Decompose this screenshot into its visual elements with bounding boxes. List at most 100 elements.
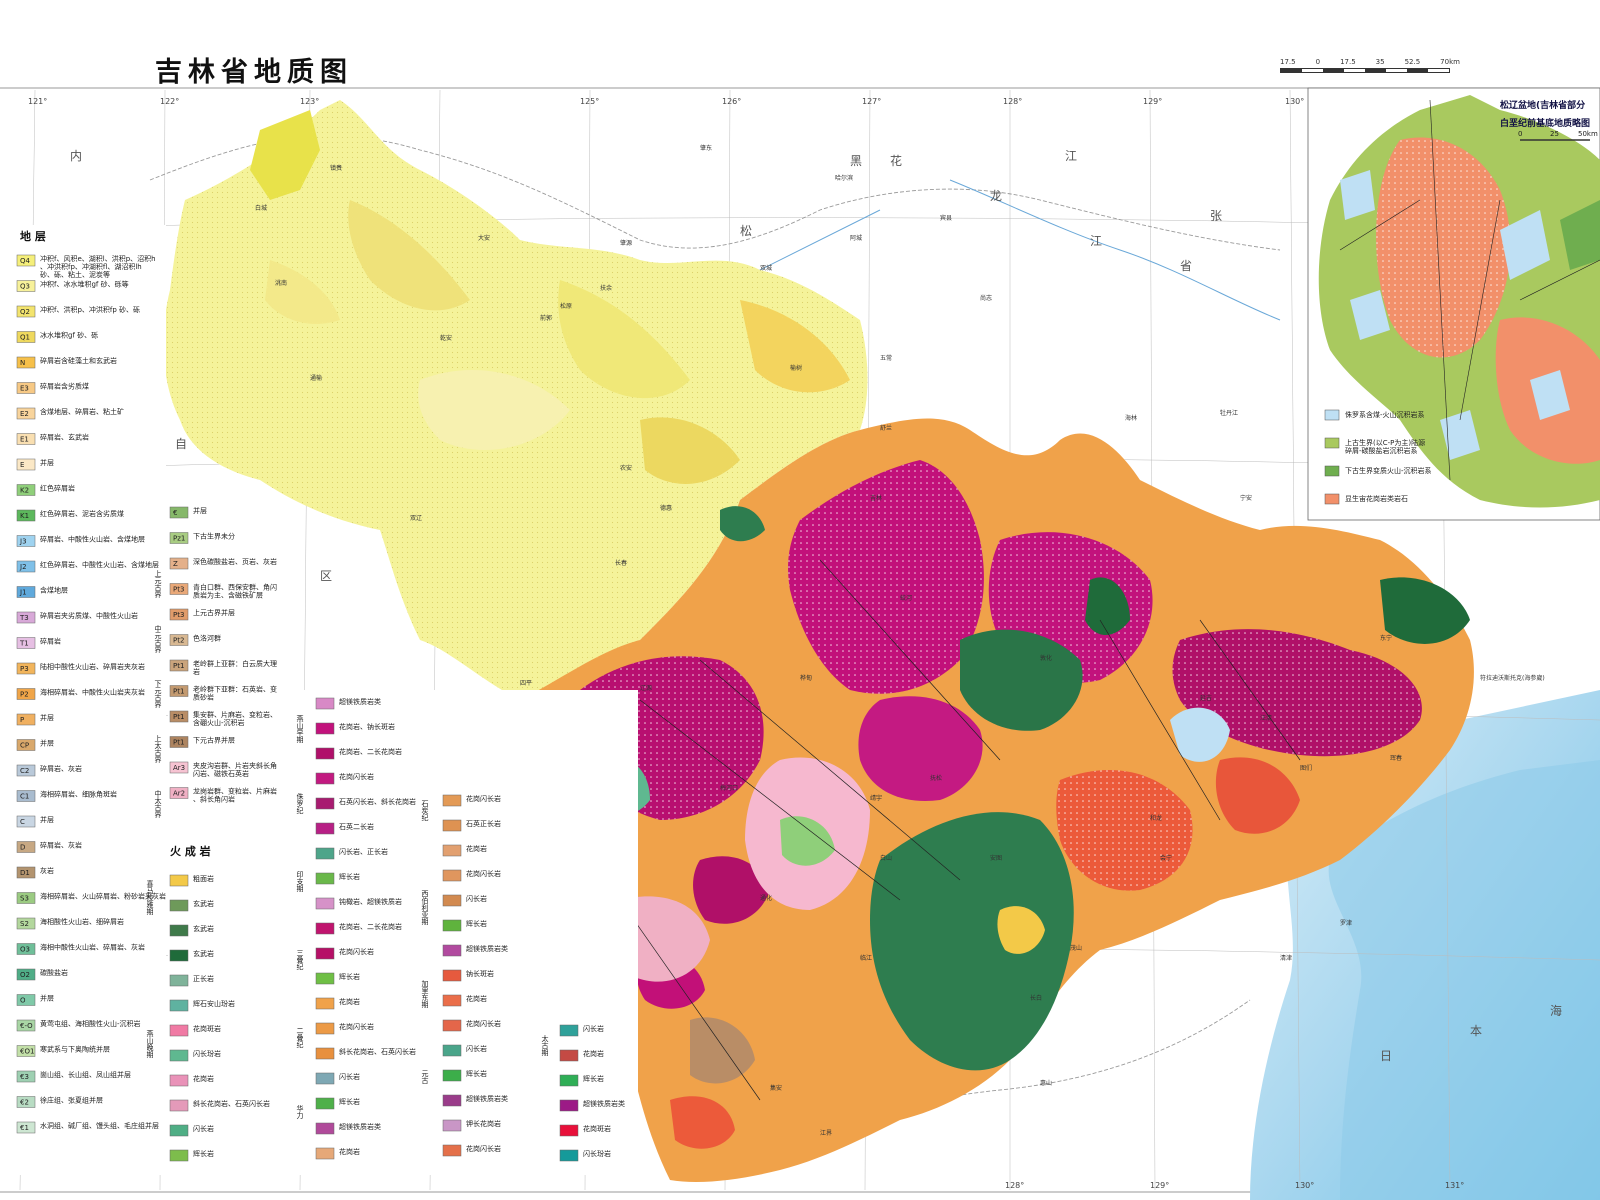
- basalt-fields: [720, 506, 1470, 1071]
- region-label: 省: [1180, 259, 1192, 273]
- legend-label: 上元古界并层: [193, 608, 235, 617]
- scale-tick: 17.5: [1340, 58, 1356, 66]
- inset-legend-swatch: [1324, 437, 1340, 449]
- legend-swatch: [442, 969, 462, 982]
- legend-label: 辉长岩: [466, 919, 487, 928]
- coordinate-labels: 121° 122° 123° 125° 126° 127° 128° 129° …: [28, 97, 1464, 1190]
- legend-label: 冰水堆积gf 砂、砾: [40, 331, 98, 340]
- inset-legend-swatch: [1324, 493, 1340, 505]
- legend-label: 闪长岩: [466, 894, 487, 903]
- legend-swatch: [442, 869, 462, 882]
- legend-swatch: [16, 866, 36, 879]
- legend-code: P3: [20, 665, 29, 673]
- era-label: 太古期: [541, 1034, 549, 1057]
- legend-code: S2: [20, 920, 29, 928]
- legend-label: 闪长玢岩: [193, 1049, 221, 1058]
- legend-swatch: [169, 761, 189, 774]
- legend-swatch: [16, 407, 36, 420]
- legend-swatch: [16, 331, 36, 343]
- legend-code: K2: [20, 487, 29, 495]
- legend-swatch: [16, 484, 36, 496]
- legend-code: €3: [20, 1073, 29, 1081]
- legend-label: 砂、砾、粘土、泥炭等: [40, 270, 110, 279]
- legend-swatch: [315, 697, 335, 710]
- coord-label: 126°: [722, 97, 741, 106]
- legend-code: E3: [20, 385, 29, 393]
- era-label: 二叠纪: [296, 1027, 304, 1048]
- era-label: 燕山晚期: [146, 1029, 154, 1059]
- legend-code: Q2: [20, 308, 30, 316]
- place-label: 海林: [1125, 414, 1137, 422]
- scale-bar: 17.5 0 17.5 35 52.5 70km: [1280, 58, 1460, 80]
- place-label: 安图: [990, 854, 1002, 862]
- legend-label: 陆相中酸性火山岩、碎屑岩夹灰岩: [40, 662, 145, 671]
- place-label: 珲春: [1390, 754, 1402, 762]
- region-label: 江: [1090, 234, 1102, 248]
- legend-strata: 地 层 Q4 冲积f、风积e、湖积l、洪积p、沼积h、冲洪积fp、冲湖积fl、湖沼…: [0, 225, 166, 1175]
- place-label: 牡丹江: [1220, 409, 1238, 417]
- legend-label: 碎屑岩、玄武岩: [40, 433, 89, 442]
- place-label: 符拉迪沃斯托克(海参崴): [1480, 674, 1545, 682]
- legend-swatch: [16, 509, 36, 522]
- legend-label: 花岗岩: [466, 994, 487, 1003]
- legend-label: 碎屑岩含硅藻土和玄武岩: [40, 356, 117, 365]
- place-labels: 白城 大安 乾安 前郭 松原 长春 吉林 四平 辽源 梅河口 通化 白山 延吉 …: [255, 144, 1545, 1137]
- coord-label: 131°: [1445, 1181, 1464, 1190]
- legend-swatch: [16, 892, 36, 904]
- legend-swatch: [315, 1022, 335, 1035]
- legend-label: 青白口群、西保安群、角闪: [193, 583, 277, 592]
- legend-swatch: [169, 608, 189, 621]
- inset-legend: 侏罗系含煤-火山沉积岩系上古生界(以C-P为主)陆源碎屑-碳酸盐岩沉积岩系下古生…: [1324, 409, 1432, 505]
- legend-swatch: [442, 944, 462, 957]
- legend-code: Z: [173, 560, 178, 568]
- legend-code: E: [20, 461, 24, 469]
- legend-label: 超镁铁质岩类: [583, 1099, 625, 1108]
- legend-swatch: [169, 583, 189, 595]
- legend-swatch: [315, 897, 335, 910]
- place-label: 延吉: [1200, 694, 1212, 702]
- legend-swatch: [16, 305, 36, 318]
- legend-label: 老岭群上亚群：白云质大理: [193, 659, 277, 668]
- legend-code: Q4: [20, 257, 31, 265]
- inset-legend-label: 碎屑-碳酸盐岩沉积岩系: [1345, 446, 1418, 455]
- place-label: 阿城: [850, 234, 862, 242]
- place-label: 图们: [1300, 764, 1312, 772]
- place-label: 白城: [255, 204, 267, 212]
- faults: [619, 559, 1301, 1101]
- legend-swatch: [315, 1072, 335, 1085]
- legend-swatch: [169, 557, 189, 570]
- legend-swatch: [16, 586, 36, 598]
- coord-label: 130°: [1285, 97, 1304, 106]
- region-label: 黑: [850, 154, 862, 168]
- legend-label: 辉长岩: [339, 872, 360, 881]
- era-label: 侏罗纪: [296, 792, 304, 814]
- legend-swatch: [315, 1122, 335, 1135]
- legend-label: 花岗斑岩: [193, 1024, 221, 1033]
- legend-swatch: [16, 560, 36, 573]
- legend-swatch: [16, 994, 36, 1006]
- era-label: 三叠纪: [296, 949, 304, 970]
- legend-code: P: [20, 716, 24, 724]
- legend-swatch: [169, 1149, 189, 1162]
- legend-swatch: [315, 847, 335, 860]
- legend-label: 闪长岩: [193, 1124, 214, 1133]
- legend-label: 花岗岩、钠长斑岩: [339, 722, 395, 731]
- legend-label: 海相酸性火山岩、细碎屑岩: [40, 917, 124, 926]
- legend-label: 超镁铁质岩类: [466, 944, 508, 953]
- era-label: 喜马拉雅期: [146, 879, 154, 916]
- legend-label: 含煤地层: [40, 586, 68, 595]
- legend-swatch: [315, 872, 335, 885]
- legend-swatch: [16, 968, 36, 981]
- legend-label: 花岗岩: [339, 1147, 360, 1156]
- place-label: 双城: [760, 265, 772, 272]
- legend-label: 并层: [40, 713, 54, 722]
- place-label: 吉林: [870, 494, 882, 502]
- legend-label: 深色碳酸盐岩、页岩、灰岩: [193, 557, 277, 566]
- legend-code: C1: [20, 793, 29, 801]
- coord-label: 128°: [1005, 1181, 1024, 1190]
- legend-label: 超镁铁质岩类: [339, 1122, 381, 1131]
- place-label: 汪清: [1260, 714, 1272, 722]
